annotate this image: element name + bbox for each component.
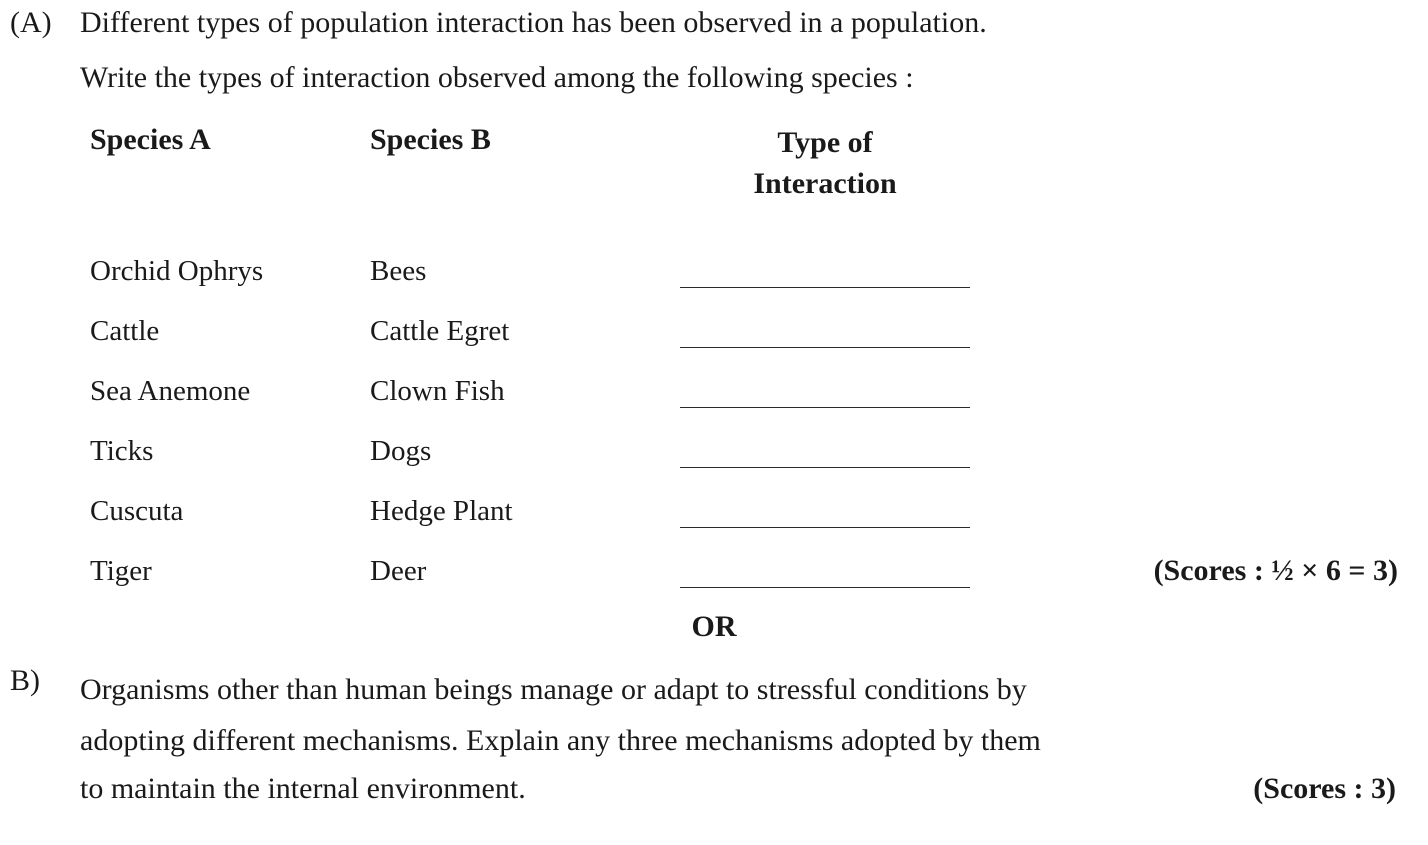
cell-blank xyxy=(670,440,980,468)
cell-species-a: Orchid Ophrys xyxy=(90,255,370,288)
cell-blank xyxy=(670,500,980,528)
cell-blank xyxy=(670,260,980,288)
header-type-of-interaction: Type of Interaction xyxy=(670,123,980,204)
part-a-prompt-1: Different types of population interactio… xyxy=(80,0,987,47)
species-table: Species A Species B Type of Interaction … xyxy=(10,123,1418,588)
part-b-last-line: to maintain the internal environment. (S… xyxy=(80,772,1418,806)
table-row: Sea Anemone Clown Fish xyxy=(90,348,1418,408)
part-b-text-2: adopting different mechanisms. Explain a… xyxy=(80,715,1418,766)
table-row: Orchid Ophrys Bees xyxy=(90,228,1418,288)
cell-species-b: Cattle Egret xyxy=(370,315,670,348)
cell-species-b: Clown Fish xyxy=(370,375,670,408)
cell-species-a: Tiger xyxy=(90,555,370,588)
part-b-scores: (Scores : 3) xyxy=(1253,772,1396,806)
cell-blank xyxy=(670,380,980,408)
cell-species-a: Cuscuta xyxy=(90,495,370,528)
part-b-text-1: Organisms other than human beings manage… xyxy=(80,664,1418,715)
cell-species-a: Cattle xyxy=(90,315,370,348)
header-type-line2: Interaction xyxy=(753,164,896,205)
cell-species-a: Sea Anemone xyxy=(90,375,370,408)
question-page: (A) Different types of population intera… xyxy=(10,0,1418,806)
table-row: Tiger Deer (Scores : ½ × 6 = 3) xyxy=(90,528,1418,588)
answer-blank[interactable] xyxy=(680,500,970,528)
table-row: Cuscuta Hedge Plant xyxy=(90,468,1418,528)
cell-blank xyxy=(670,560,980,588)
or-separator: OR xyxy=(10,610,1418,644)
part-b-marker: B) xyxy=(10,664,80,698)
cell-blank xyxy=(670,320,980,348)
table-header-row: Species A Species B Type of Interaction xyxy=(90,123,1418,204)
answer-blank[interactable] xyxy=(680,260,970,288)
cell-species-b: Bees xyxy=(370,255,670,288)
cell-species-b: Hedge Plant xyxy=(370,495,670,528)
part-b-line: B) Organisms other than human beings man… xyxy=(10,664,1418,806)
cell-species-b: Deer xyxy=(370,555,670,588)
header-type-line1: Type of xyxy=(777,123,872,164)
cell-species-b: Dogs xyxy=(370,435,670,468)
answer-blank[interactable] xyxy=(680,320,970,348)
cell-species-a: Ticks xyxy=(90,435,370,468)
part-a: (A) Different types of population intera… xyxy=(10,0,1418,588)
answer-blank[interactable] xyxy=(680,440,970,468)
part-a-scores: (Scores : ½ × 6 = 3) xyxy=(980,554,1418,588)
answer-blank[interactable] xyxy=(680,380,970,408)
header-species-b: Species B xyxy=(370,123,670,157)
part-a-marker: (A) xyxy=(10,6,80,40)
table-row: Cattle Cattle Egret xyxy=(90,288,1418,348)
part-a-prompt-2: Write the types of interaction observed … xyxy=(10,55,1418,102)
header-species-a: Species A xyxy=(90,123,370,157)
table-row: Ticks Dogs xyxy=(90,408,1418,468)
part-b-text-3: to maintain the internal environment. xyxy=(80,772,526,806)
part-a-line1: (A) Different types of population intera… xyxy=(10,0,1418,47)
answer-blank[interactable] xyxy=(680,560,970,588)
part-b: B) Organisms other than human beings man… xyxy=(10,664,1418,806)
